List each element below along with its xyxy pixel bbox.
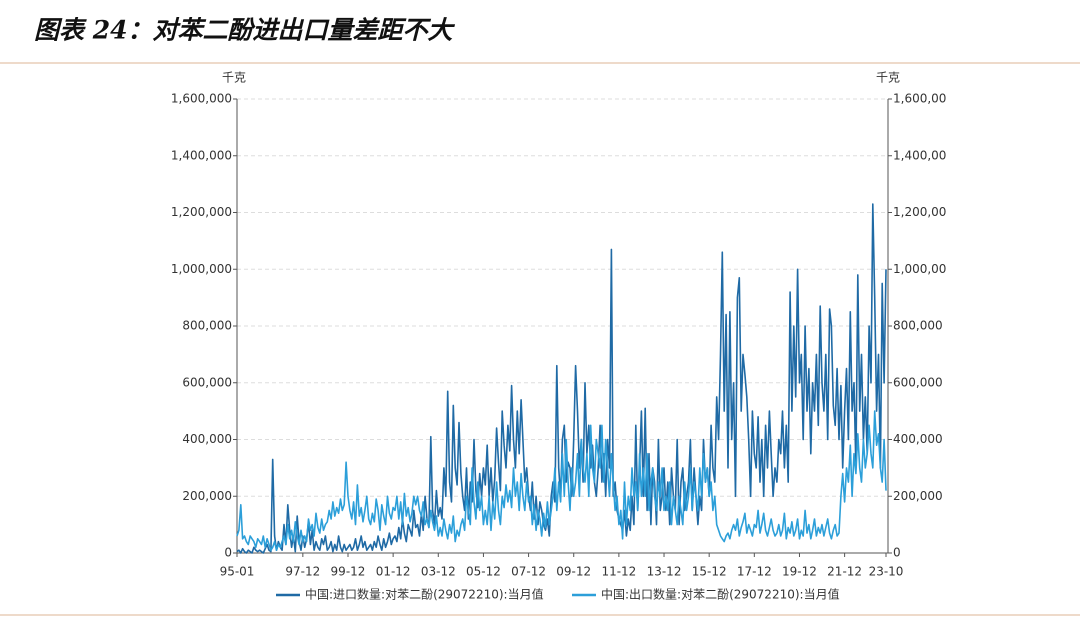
y-axis-unit: 千克 — [222, 71, 246, 85]
y-tick-label: 1,400,000 — [171, 148, 232, 162]
y2-tick-label: 600,000 — [893, 375, 943, 389]
chart-title: 图表 24：对苯二酚进出口量差距不大 — [34, 16, 455, 45]
x-tick-label: 07-12 — [511, 565, 546, 579]
x-tick-label: 19-12 — [782, 565, 817, 579]
x-tick-label: 99-12 — [331, 565, 366, 579]
y-tick-label: 600,000 — [182, 375, 232, 389]
x-tick-label: 97-12 — [285, 565, 320, 579]
legend-label: 中国:进口数量:对苯二酚(29072210):当月值 — [305, 587, 544, 602]
x-tick-label: 23-10 — [869, 565, 904, 579]
y-tick-label: 0 — [224, 546, 232, 560]
y2-axis-unit: 千克 — [876, 71, 900, 85]
y2-tick-label: 1,200,00 — [893, 205, 946, 219]
x-tick-label: 03-12 — [421, 565, 456, 579]
series-line — [236, 203, 887, 554]
y2-tick-label: 1,400,00 — [893, 148, 946, 162]
x-tick-label: 95-01 — [220, 565, 255, 579]
y-tick-label: 1,200,000 — [171, 205, 232, 219]
y-tick-label: 800,000 — [182, 319, 232, 333]
y2-tick-label: 0 — [893, 546, 901, 560]
x-tick-label: 21-12 — [827, 565, 862, 579]
x-tick-label: 15-12 — [692, 565, 727, 579]
x-tick-label: 09-12 — [556, 565, 591, 579]
y-tick-label: 1,600,000 — [171, 92, 232, 106]
series-line — [236, 410, 887, 551]
y2-tick-label: 800,000 — [893, 319, 943, 333]
y2-tick-label: 1,000,00 — [893, 262, 946, 276]
legend-label: 中国:出口数量:对苯二酚(29072210):当月值 — [601, 587, 840, 602]
y2-tick-label: 1,600,00 — [893, 92, 946, 106]
x-tick-label: 11-12 — [601, 565, 636, 579]
y-tick-label: 1,000,000 — [171, 262, 232, 276]
y2-tick-label: 200,000 — [893, 489, 943, 503]
y-tick-label: 200,000 — [182, 489, 232, 503]
x-tick-label: 13-12 — [647, 565, 682, 579]
x-tick-label: 17-12 — [737, 565, 772, 579]
x-tick-label: 05-12 — [466, 565, 501, 579]
y2-tick-label: 400,000 — [893, 432, 943, 446]
x-tick-label: 01-12 — [376, 565, 411, 579]
y-tick-label: 400,000 — [182, 432, 232, 446]
